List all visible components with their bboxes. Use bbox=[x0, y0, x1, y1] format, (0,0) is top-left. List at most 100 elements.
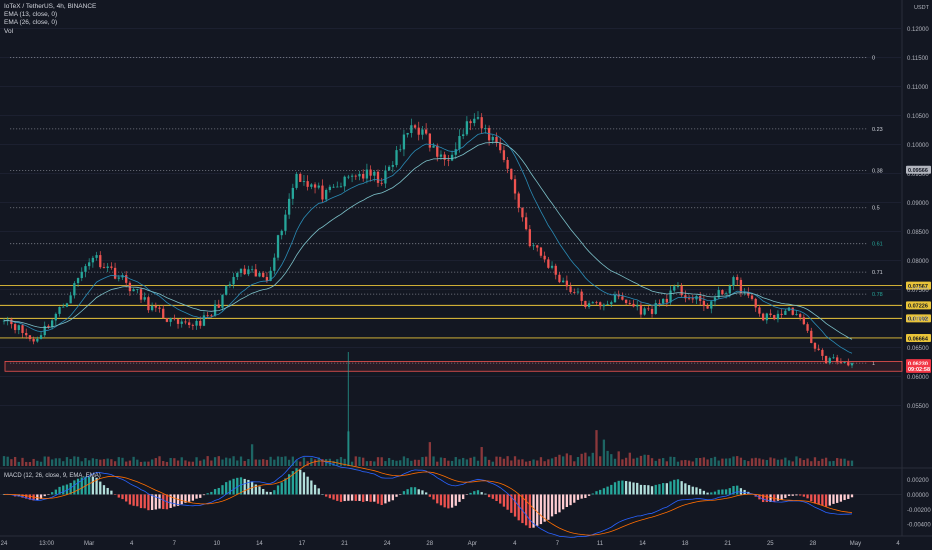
volume-bar bbox=[843, 458, 846, 466]
price-badge-label: 09:02:58 bbox=[908, 367, 930, 373]
volume-bar bbox=[36, 460, 39, 466]
volume-legend[interactable]: Vol bbox=[4, 27, 14, 35]
candle-body bbox=[287, 198, 291, 215]
price-badge-label: 0.09566 bbox=[908, 168, 928, 174]
volume-bar bbox=[139, 461, 143, 466]
price-tick-label: 0.09000 bbox=[907, 201, 929, 207]
candle-body bbox=[610, 302, 613, 305]
candle-body bbox=[158, 307, 161, 309]
volume-bar bbox=[691, 461, 694, 466]
volume-bar bbox=[373, 461, 376, 466]
volume-bar bbox=[339, 457, 343, 466]
volume-bar bbox=[73, 456, 76, 466]
volume-bar bbox=[769, 457, 772, 466]
candle-body bbox=[847, 362, 850, 366]
macd-histogram-bar bbox=[539, 494, 543, 525]
volume-bar bbox=[313, 459, 317, 466]
macd-histogram-bar bbox=[228, 480, 232, 495]
macd-histogram-bar bbox=[669, 481, 672, 495]
volume-bar bbox=[188, 461, 191, 466]
volume-bar bbox=[828, 461, 831, 466]
volume-bar bbox=[221, 459, 224, 466]
volume-bar bbox=[776, 459, 780, 466]
candle-body bbox=[162, 308, 165, 319]
macd-histogram-bar bbox=[428, 494, 431, 497]
time-tick-label: 24 bbox=[384, 541, 391, 547]
macd-histogram-bar bbox=[528, 494, 531, 529]
macd-histogram-bar bbox=[358, 494, 361, 501]
macd-histogram-bar bbox=[502, 494, 506, 507]
volume-bar bbox=[487, 459, 491, 466]
volume-bar bbox=[647, 454, 650, 466]
candle-body bbox=[6, 319, 9, 321]
candle-body bbox=[306, 181, 309, 187]
candle-body bbox=[232, 276, 235, 285]
chart-legend: IoTeX / TetherUS, 4h, BINANCE EMA (13, c… bbox=[4, 3, 96, 36]
candle-body bbox=[799, 314, 802, 318]
candle-body bbox=[484, 128, 487, 129]
volume-bar bbox=[832, 460, 835, 466]
candle-body bbox=[506, 159, 509, 169]
macd-histogram-bar bbox=[169, 494, 172, 508]
macd-histogram-bar bbox=[636, 482, 639, 495]
symbol-title[interactable]: IoTeX / TetherUS, 4h, BINANCE bbox=[4, 3, 97, 10]
candle-body bbox=[691, 298, 694, 300]
time-axis[interactable]: 24 13:00 Mar 4 7 10 14 17 21 24 28 Apr 4 7 11 14 18 21 25 2… bbox=[1, 541, 901, 547]
candle-body bbox=[184, 321, 187, 323]
candle-body bbox=[125, 275, 128, 283]
volume-bar bbox=[95, 458, 98, 466]
macd-histogram-bar bbox=[336, 494, 339, 501]
price-tick-label: 0.06000 bbox=[907, 375, 929, 381]
volume-bars bbox=[2, 352, 854, 466]
candlesticks[interactable] bbox=[2, 111, 854, 369]
macd-histogram-bar bbox=[647, 485, 650, 495]
macd-histogram-bar bbox=[76, 478, 80, 495]
ema26-legend[interactable]: EMA (26, close, 0) bbox=[4, 19, 58, 27]
candle-body bbox=[117, 277, 120, 279]
volume-bar bbox=[813, 457, 817, 466]
candle-body bbox=[717, 290, 720, 298]
volume-bar bbox=[599, 456, 602, 466]
candle-body bbox=[384, 170, 387, 184]
volume-bar bbox=[617, 451, 620, 466]
macd-histogram-bar bbox=[536, 494, 539, 526]
candle-body bbox=[2, 320, 6, 322]
candle-body bbox=[824, 355, 828, 364]
macd-histogram-bar bbox=[676, 479, 680, 495]
price-axis[interactable]: 0.12000 0.11500 0.11000 0.10500 0.10000 0.095… bbox=[907, 5, 931, 529]
candle-body bbox=[439, 154, 443, 157]
macd-histogram-bar bbox=[239, 477, 243, 495]
macd-legend[interactable]: MACD (12, 26, close, 9, EMA, EMA) bbox=[4, 473, 101, 479]
macd-histogram-bar bbox=[684, 483, 687, 495]
candle-body bbox=[547, 259, 550, 268]
macd-histogram-bar bbox=[406, 489, 409, 495]
volume-bar bbox=[365, 461, 369, 466]
time-tick-label: 18 bbox=[682, 541, 689, 547]
ema13-legend[interactable]: EMA (13, close, 0) bbox=[4, 11, 58, 19]
volume-bar bbox=[628, 452, 631, 466]
volume-bar bbox=[17, 461, 20, 466]
candle-body bbox=[110, 266, 113, 268]
candle-body bbox=[817, 348, 820, 350]
volume-bar bbox=[273, 459, 276, 466]
macd-histogram-bar bbox=[487, 494, 491, 498]
macd-histogram-bar bbox=[32, 494, 35, 501]
candle-body bbox=[528, 229, 531, 247]
candle-body bbox=[510, 168, 513, 180]
candle-body bbox=[254, 269, 257, 277]
candle-body bbox=[243, 268, 246, 275]
time-tick-label: 17 bbox=[299, 541, 306, 547]
candle-body bbox=[73, 283, 76, 296]
time-tick-label: 28 bbox=[810, 541, 817, 547]
volume-bar bbox=[447, 460, 450, 466]
volume-bar bbox=[743, 460, 746, 466]
candle-body bbox=[310, 184, 313, 187]
volume-bar bbox=[265, 459, 269, 466]
macd-histogram-bar bbox=[339, 494, 343, 502]
macd-histogram-bar bbox=[395, 494, 398, 497]
macd-histogram-bar bbox=[376, 494, 380, 504]
candle-body bbox=[469, 121, 472, 124]
candle-body bbox=[669, 290, 672, 303]
